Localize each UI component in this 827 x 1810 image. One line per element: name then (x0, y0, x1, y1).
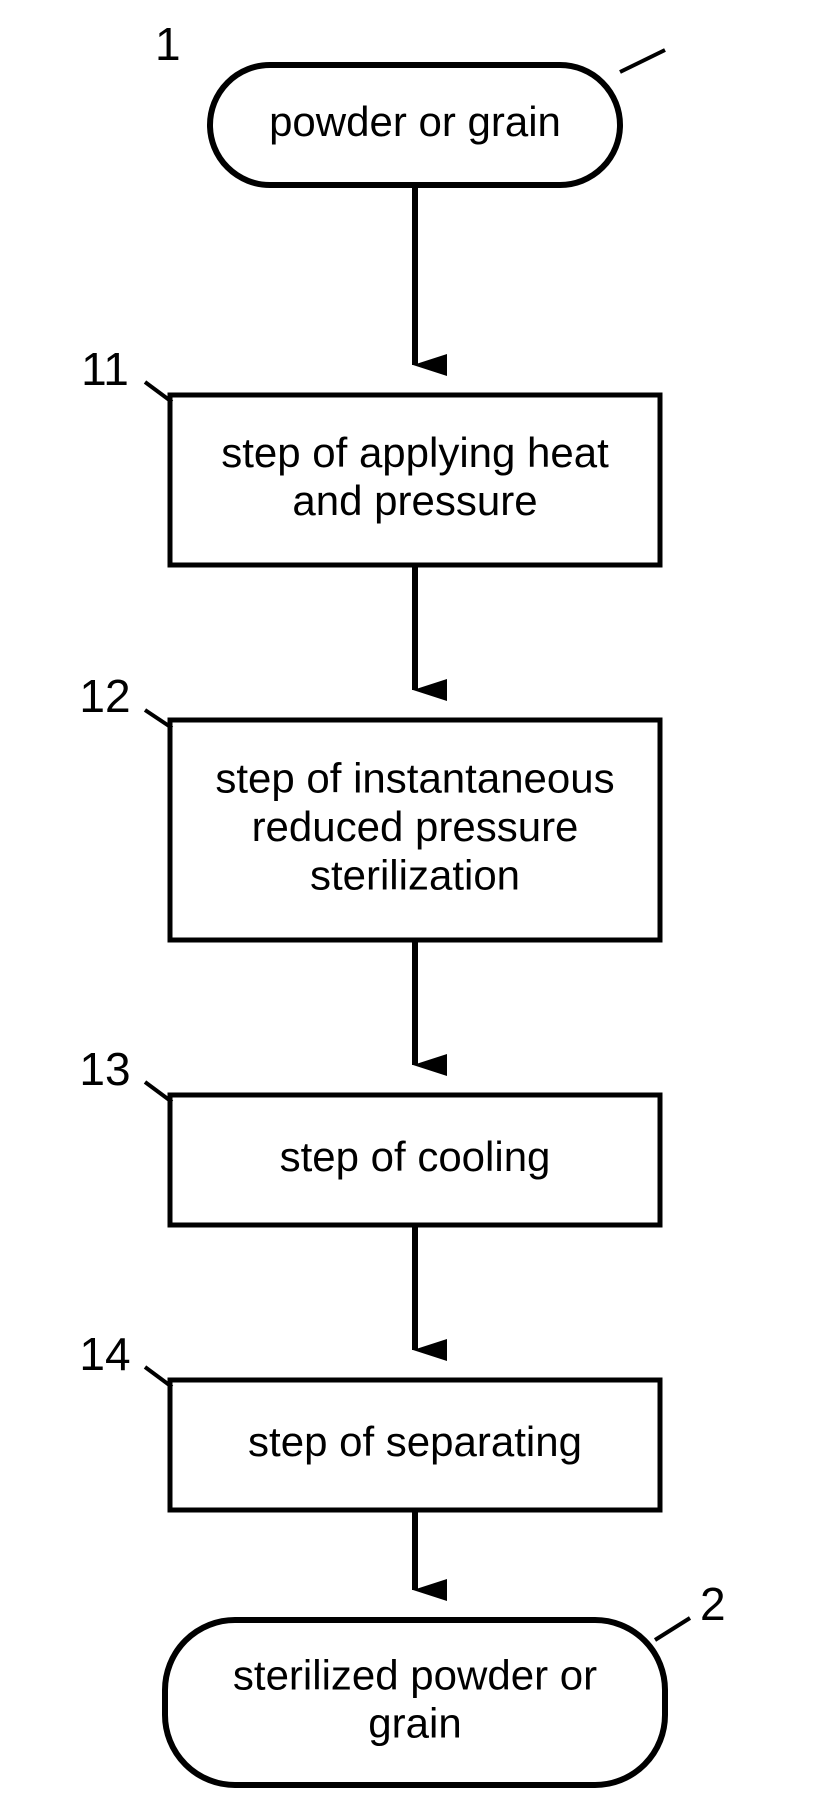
process-step-12-text: step of instantaneousreduced pressureste… (215, 755, 614, 899)
ref-label-14: 14 (79, 1328, 130, 1380)
terminator-start-text: powder or grain (269, 98, 561, 145)
ref-label-13: 13 (79, 1043, 130, 1095)
leader-line (145, 1082, 172, 1102)
process-step-14-text: step of separating (248, 1418, 582, 1465)
leader-line (145, 1367, 172, 1387)
ref-label-11: 11 (81, 343, 129, 395)
terminator-end-text: sterilized powder orgrain (233, 1651, 597, 1746)
ref-label-2: 2 (700, 1578, 726, 1630)
process-step-13-text: step of cooling (280, 1133, 551, 1180)
ref-label-12: 12 (79, 670, 130, 722)
leader-line (145, 382, 172, 402)
process-step-11-text: step of applying heatand pressure (221, 429, 609, 524)
leader-line (620, 50, 665, 72)
ref-label-1: 1 (155, 18, 181, 70)
leader-line (655, 1618, 690, 1640)
